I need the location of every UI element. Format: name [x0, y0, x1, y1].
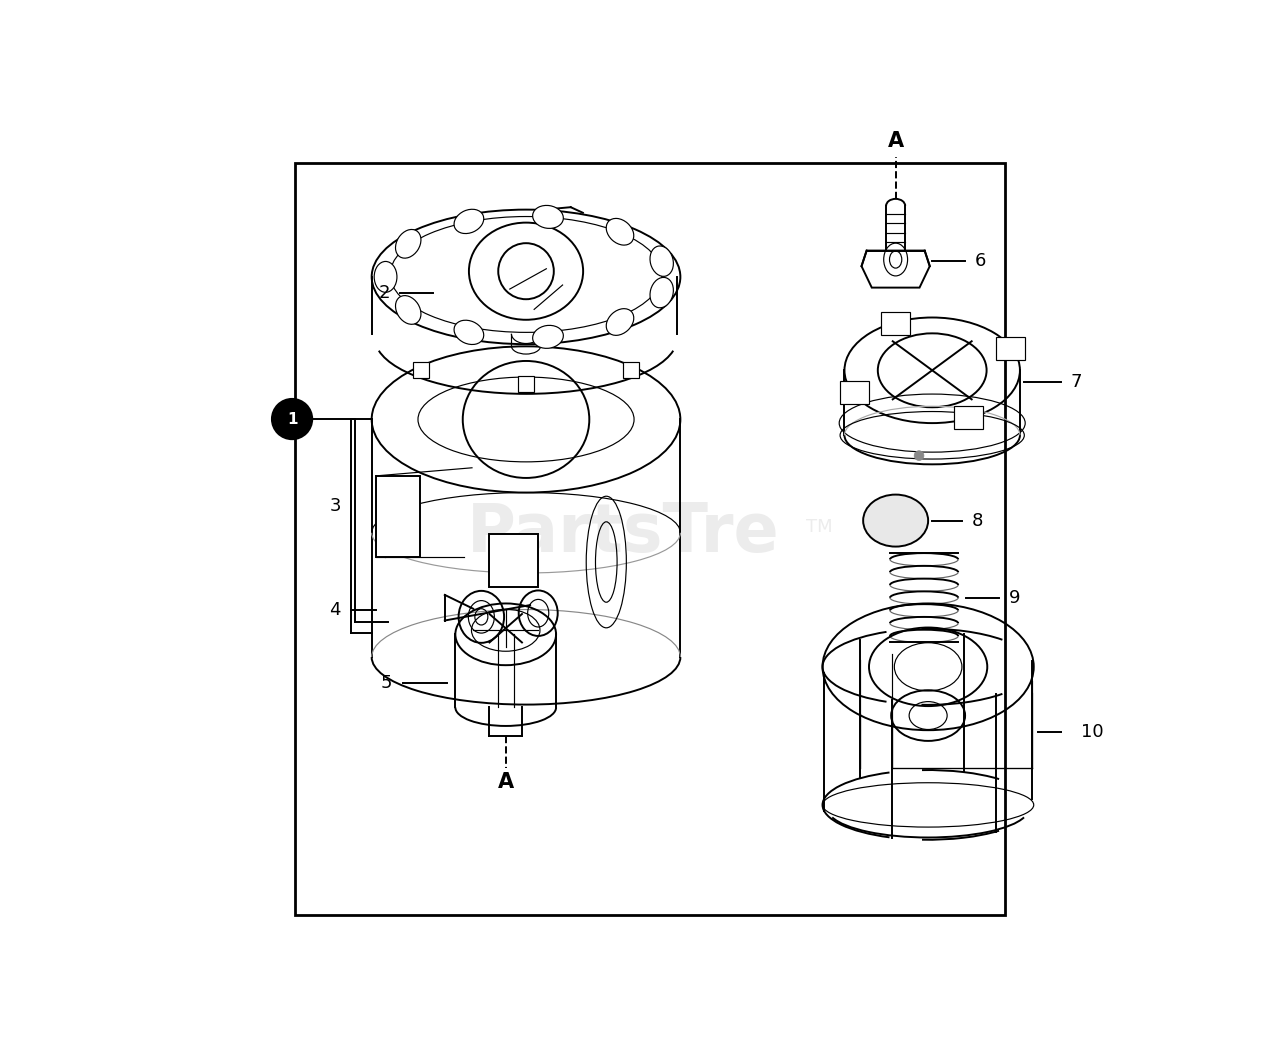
FancyBboxPatch shape	[954, 406, 983, 428]
Ellipse shape	[396, 295, 421, 324]
Ellipse shape	[454, 321, 484, 345]
Bar	[622, 362, 639, 378]
Ellipse shape	[650, 246, 673, 276]
FancyBboxPatch shape	[489, 535, 538, 588]
Text: 8: 8	[972, 512, 983, 530]
Ellipse shape	[374, 262, 397, 292]
Text: 7: 7	[1070, 373, 1082, 391]
Ellipse shape	[454, 209, 484, 233]
Text: PartsTre: PartsTre	[467, 500, 780, 565]
Ellipse shape	[607, 218, 634, 245]
Ellipse shape	[532, 206, 563, 228]
Text: TM: TM	[806, 518, 833, 536]
Circle shape	[914, 450, 924, 460]
Text: 3: 3	[330, 497, 342, 515]
Bar	[294, 164, 1005, 915]
Circle shape	[271, 398, 314, 440]
Text: 10: 10	[1080, 723, 1103, 741]
Text: 2: 2	[379, 284, 390, 302]
Ellipse shape	[650, 277, 673, 308]
Ellipse shape	[396, 229, 421, 258]
Text: 5: 5	[380, 674, 392, 692]
FancyBboxPatch shape	[376, 476, 420, 557]
Text: A: A	[887, 131, 904, 151]
Ellipse shape	[532, 325, 563, 348]
FancyBboxPatch shape	[840, 381, 869, 404]
Text: 4: 4	[329, 600, 340, 618]
Text: 6: 6	[974, 252, 986, 270]
Bar	[413, 362, 429, 378]
FancyBboxPatch shape	[881, 312, 910, 334]
Text: A: A	[498, 772, 513, 792]
Text: 9: 9	[1009, 589, 1020, 607]
FancyBboxPatch shape	[996, 337, 1025, 360]
Bar	[518, 376, 534, 391]
Ellipse shape	[607, 309, 634, 335]
Ellipse shape	[863, 495, 928, 546]
Text: 1: 1	[287, 411, 297, 426]
